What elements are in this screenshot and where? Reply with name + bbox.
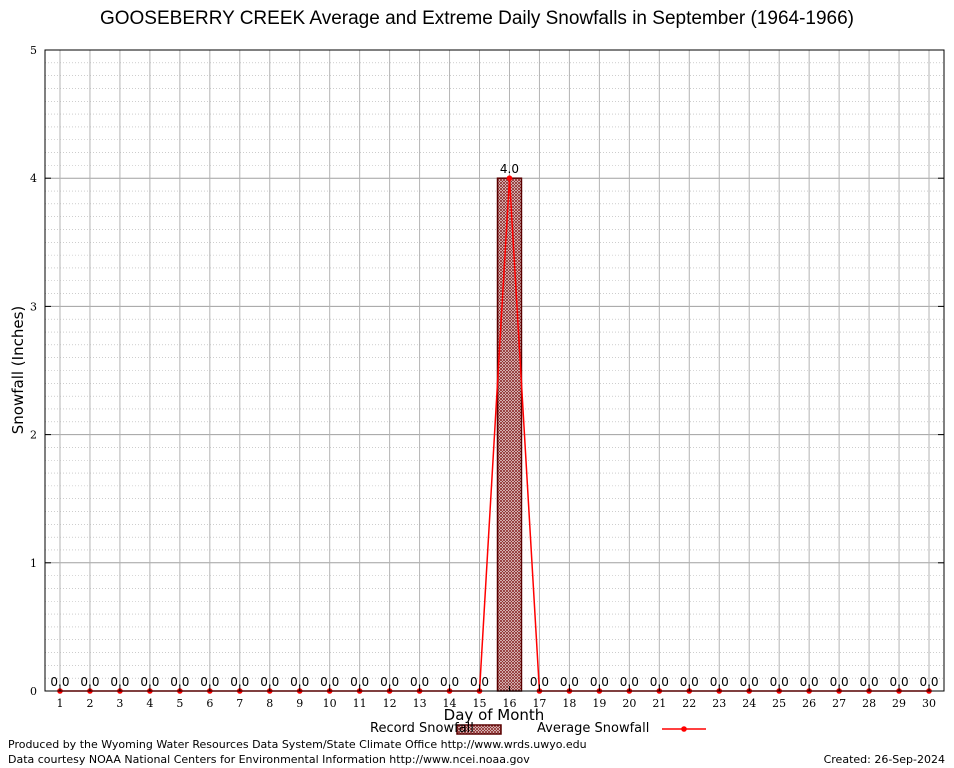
data-label-day-17: 0.0 xyxy=(530,675,549,689)
data-label-day-1: 0.0 xyxy=(50,675,69,689)
x-tick-label: 18 xyxy=(562,697,576,710)
x-tick-label: 24 xyxy=(742,697,756,710)
x-tick-label: 10 xyxy=(323,697,337,710)
data-label-day-20: 0.0 xyxy=(620,675,639,689)
data-label-day-15: 0.0 xyxy=(470,675,489,689)
data-label-day-5: 0.0 xyxy=(170,675,189,689)
x-tick-label: 28 xyxy=(862,697,876,710)
y-tick-label: 3 xyxy=(30,300,37,313)
x-tick-label: 13 xyxy=(413,697,427,710)
x-tick-label: 4 xyxy=(146,697,153,710)
footer-data-courtesy: Data courtesy NOAA National Centers for … xyxy=(8,753,530,766)
data-label-day-14: 0.0 xyxy=(440,675,459,689)
x-tick-label: 2 xyxy=(86,697,93,710)
data-label-day-8: 0.0 xyxy=(260,675,279,689)
data-label-day-18: 0.0 xyxy=(560,675,579,689)
x-tick-label: 7 xyxy=(236,697,243,710)
y-tick-label: 4 xyxy=(30,172,37,185)
x-tick-label: 20 xyxy=(622,697,636,710)
data-label-day-12: 0.0 xyxy=(380,675,399,689)
x-tick-label: 29 xyxy=(892,697,906,710)
x-tick-label: 21 xyxy=(652,697,666,710)
plot-frame xyxy=(44,49,945,692)
x-tick-label: 8 xyxy=(266,697,273,710)
data-label-day-11: 0.0 xyxy=(350,675,369,689)
x-tick-label: 12 xyxy=(383,697,397,710)
data-label-day-30: 0.0 xyxy=(919,675,938,689)
legend xyxy=(456,724,706,735)
x-tick-label: 26 xyxy=(802,697,816,710)
data-label-day-4: 0.0 xyxy=(140,675,159,689)
x-tick-label: 1 xyxy=(56,697,63,710)
legend-average-label: Average Snowfall xyxy=(537,721,650,736)
x-tick-label: 22 xyxy=(682,697,696,710)
x-tick-label: 23 xyxy=(712,697,726,710)
chart-title: GOOSEBERRY CREEK Average and Extreme Dai… xyxy=(99,8,855,29)
data-label-day-26: 0.0 xyxy=(800,675,819,689)
y-tick-label: 0 xyxy=(30,685,37,698)
data-label-day-22: 0.0 xyxy=(680,675,699,689)
x-tick-label: 30 xyxy=(922,697,936,710)
bars xyxy=(496,177,523,692)
data-label-day-23: 0.0 xyxy=(710,675,729,689)
legend-average-marker xyxy=(681,726,687,732)
data-label-day-19: 0.0 xyxy=(590,675,609,689)
data-labels: 0.0 0.0 0.0 0.0 0.0 0.0 0.0 0.0 0.0 0.0 0.0 0.0 0.0 0… xyxy=(50,162,938,689)
x-axis-label: Day of Month xyxy=(443,706,545,724)
data-label-day-24: 0.0 xyxy=(740,675,759,689)
x-tick-label: 9 xyxy=(296,697,303,710)
data-label-day-27: 0.0 xyxy=(830,675,849,689)
data-label-day-25: 0.0 xyxy=(770,675,789,689)
footer-produced-by: Produced by the Wyoming Water Resources … xyxy=(8,738,587,751)
x-tick-label: 6 xyxy=(206,697,213,710)
data-label-day-13: 0.0 xyxy=(410,675,429,689)
y-tick-label: 5 xyxy=(30,44,37,57)
x-tick-label: 15 xyxy=(473,697,487,710)
data-label-day-7: 0.0 xyxy=(230,675,249,689)
data-label-day-6: 0.0 xyxy=(200,675,219,689)
x-tick-label: 19 xyxy=(592,697,606,710)
x-tick-label: 17 xyxy=(532,697,546,710)
data-label-day-28: 0.0 xyxy=(860,675,879,689)
x-tick-label: 27 xyxy=(832,697,846,710)
data-label-day-10: 0.0 xyxy=(320,675,339,689)
data-label-day-16: 4.0 xyxy=(500,162,519,176)
x-tick-label: 25 xyxy=(772,697,786,710)
bar-day-16 xyxy=(496,177,523,692)
x-tick-label: 3 xyxy=(116,697,123,710)
footer-created: Created: 26-Sep-2024 xyxy=(823,753,945,766)
legend-record-swatch xyxy=(456,724,502,735)
data-label-day-9: 0.0 xyxy=(290,675,309,689)
data-label-day-21: 0.0 xyxy=(650,675,669,689)
data-label-day-2: 0.0 xyxy=(80,675,99,689)
data-label-day-29: 0.0 xyxy=(890,675,909,689)
x-tick-label: 5 xyxy=(176,697,183,710)
x-tick-label: 11 xyxy=(353,697,367,710)
data-label-day-3: 0.0 xyxy=(110,675,129,689)
grid xyxy=(45,50,944,691)
y-tick-label: 2 xyxy=(30,429,37,442)
x-tick-label: 14 xyxy=(443,697,457,710)
y-tick-label: 1 xyxy=(30,557,37,570)
x-tick-label: 16 xyxy=(502,697,516,710)
legend-record-label: Record Snowfall xyxy=(370,721,474,736)
average-point-day-16 xyxy=(506,175,513,181)
